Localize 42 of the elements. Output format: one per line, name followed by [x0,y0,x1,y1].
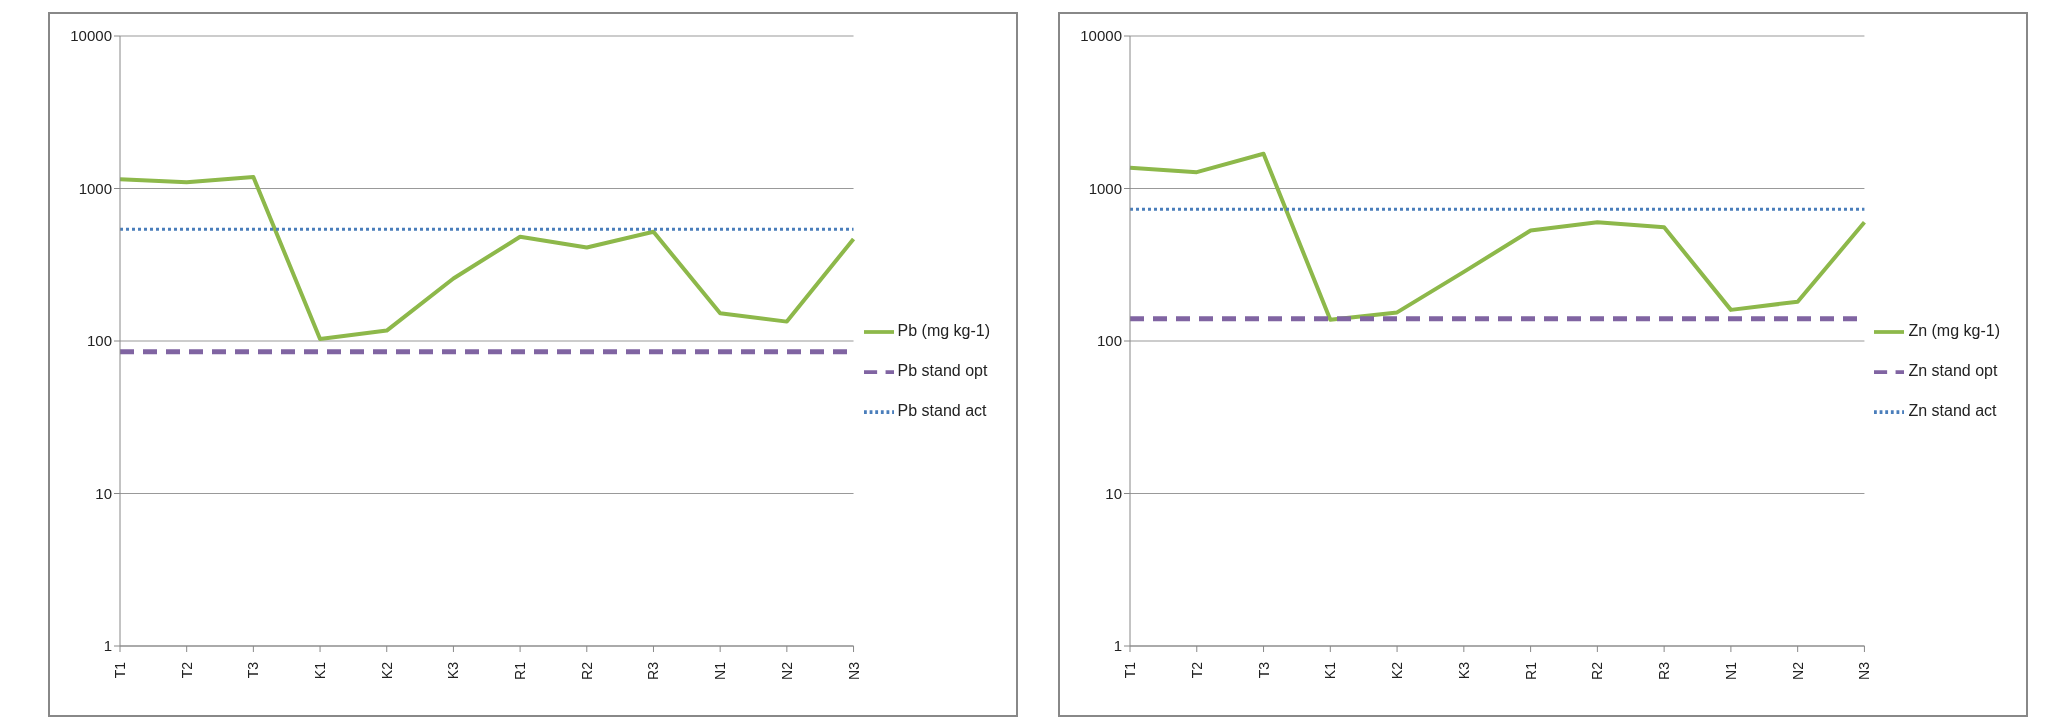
line-series [1128,151,1867,322]
legend-label: Zn (mg kg-1) [1908,322,2000,339]
x-tick-label: N1 [712,661,729,680]
y-tick-label: 1000 [78,179,112,197]
line-series [118,174,856,342]
x-tick-label: K3 [1455,661,1472,680]
x-tick-label: T1 [1122,661,1138,679]
x-tick-label: R2 [578,661,595,680]
x-tick-label: K3 [445,661,462,680]
x-tick-label: T1 [112,661,128,679]
x-tick-label: R2 [1589,661,1606,680]
x-tick-label: K1 [312,661,329,680]
x-tick-label: R1 [512,661,529,680]
x-tick-label: N1 [1722,661,1739,680]
x-tick-label: T2 [1188,661,1205,679]
y-tick-label: 10000 [70,27,112,45]
y-tick-label: 100 [86,332,112,350]
x-tick-label: N3 [1856,661,1873,680]
x-tick-label: N2 [778,661,795,680]
x-tick-label: K2 [378,661,395,680]
legend-label: Pb stand act [897,402,987,419]
legend-label: Zn stand opt [1908,362,1998,379]
x-tick-label: R1 [1522,661,1539,680]
y-tick-label: 10000 [1080,27,1122,45]
y-tick-label: 100 [1096,332,1122,350]
legend-label: Pb (mg kg-1) [897,322,990,339]
x-tick-label: T3 [245,661,262,679]
legend-label: Pb stand opt [897,362,988,379]
x-tick-label: K1 [1322,661,1339,680]
x-tick-label: R3 [645,661,662,680]
x-tick-label: N3 [845,661,862,680]
y-tick-label: 10 [95,484,112,502]
x-tick-label: K2 [1389,661,1406,680]
y-tick-label: 10 [1105,484,1122,502]
x-tick-label: N2 [1789,661,1806,680]
x-tick-label: T3 [1255,661,1272,679]
y-tick-label: 1 [103,637,112,655]
legend-label: Zn stand act [1908,402,1997,419]
y-tick-label: 1000 [1088,179,1122,197]
y-tick-label: 1 [1113,637,1122,655]
x-tick-label: T2 [178,661,195,679]
x-tick-label: R3 [1656,661,1673,680]
